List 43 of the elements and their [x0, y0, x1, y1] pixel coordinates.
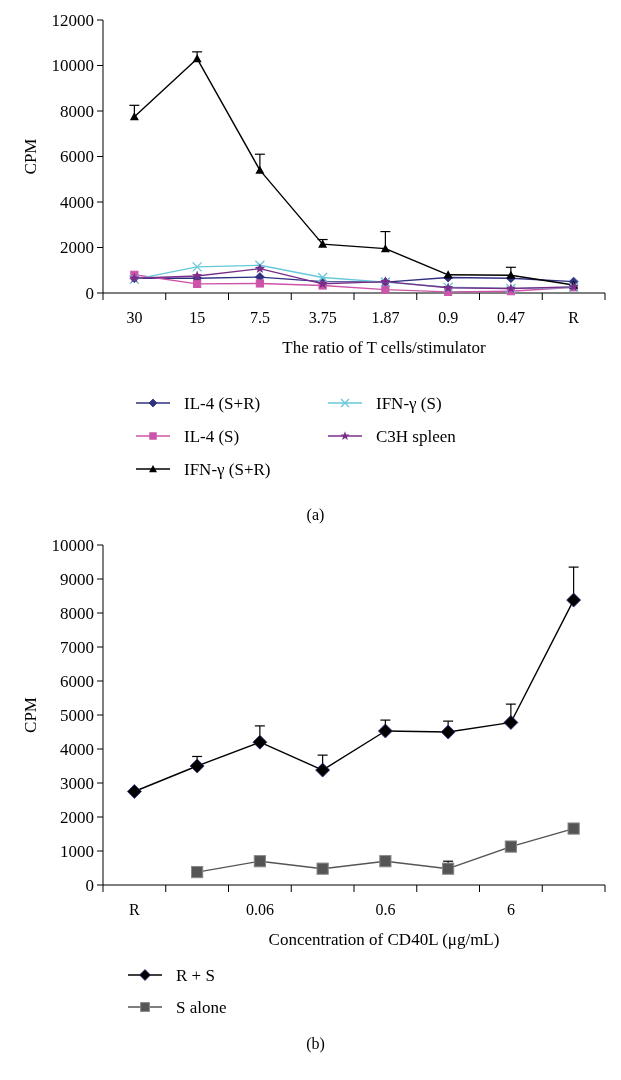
y-tick-label: 0: [85, 283, 94, 303]
y-tick-label: 9000: [60, 569, 94, 589]
y-tick-label: 0: [85, 875, 94, 895]
legend-label: C3H spleen: [376, 426, 457, 446]
x-tick-label: 3.75: [308, 309, 337, 326]
legend-label: IFN-γ (S+R): [184, 459, 271, 479]
x-axis-title: The ratio of T cells/stimulator: [282, 338, 486, 357]
y-tick-label: 8000: [60, 603, 94, 623]
y-tick-label: 10000: [51, 56, 94, 76]
x-tick-label: 0.6: [375, 901, 396, 918]
x-tick-label: 6: [506, 901, 515, 918]
x-axis-title: Concentration of CD40L (μg/mL): [268, 930, 500, 949]
x-tick-label: R: [568, 309, 580, 326]
x-tick-label: 0.06: [245, 901, 274, 918]
y-tick-label: 8000: [60, 101, 94, 121]
y-tick-label: 4000: [60, 739, 94, 759]
y-tick-label: 6000: [60, 147, 94, 167]
legend-label: IFN-γ (S): [376, 393, 442, 413]
x-tick-label: 30: [126, 309, 143, 326]
legend-label: IL-4 (S+R): [184, 393, 261, 413]
text: (b): [306, 1035, 325, 1053]
y-axis-title: CPM: [21, 697, 40, 733]
legend-label: R + S: [176, 965, 215, 985]
x-tick-label: R: [129, 901, 141, 918]
y-tick-label: 2000: [60, 238, 94, 258]
y-tick-label: 7000: [60, 637, 94, 657]
y-tick-label: 12000: [51, 10, 94, 30]
legend-label: IL-4 (S): [184, 426, 240, 446]
x-tick-label: 0.47: [496, 309, 525, 326]
y-tick-label: 5000: [60, 705, 94, 725]
x-tick-label: 0.9: [438, 309, 459, 326]
y-axis-title: CPM: [21, 138, 40, 175]
x-tick-label: 15: [189, 309, 206, 326]
y-tick-label: 2000: [60, 807, 94, 827]
legend-label: S alone: [176, 997, 227, 1017]
y-tick-label: 1000: [60, 841, 94, 861]
y-tick-label: 6000: [60, 671, 94, 691]
x-tick-label: 1.87: [371, 309, 400, 326]
y-tick-label: 10000: [51, 535, 94, 555]
y-tick-label: 4000: [60, 192, 94, 212]
y-tick-label: 3000: [60, 773, 94, 793]
x-tick-label: 7.5: [249, 309, 270, 326]
text: (a): [306, 506, 325, 524]
